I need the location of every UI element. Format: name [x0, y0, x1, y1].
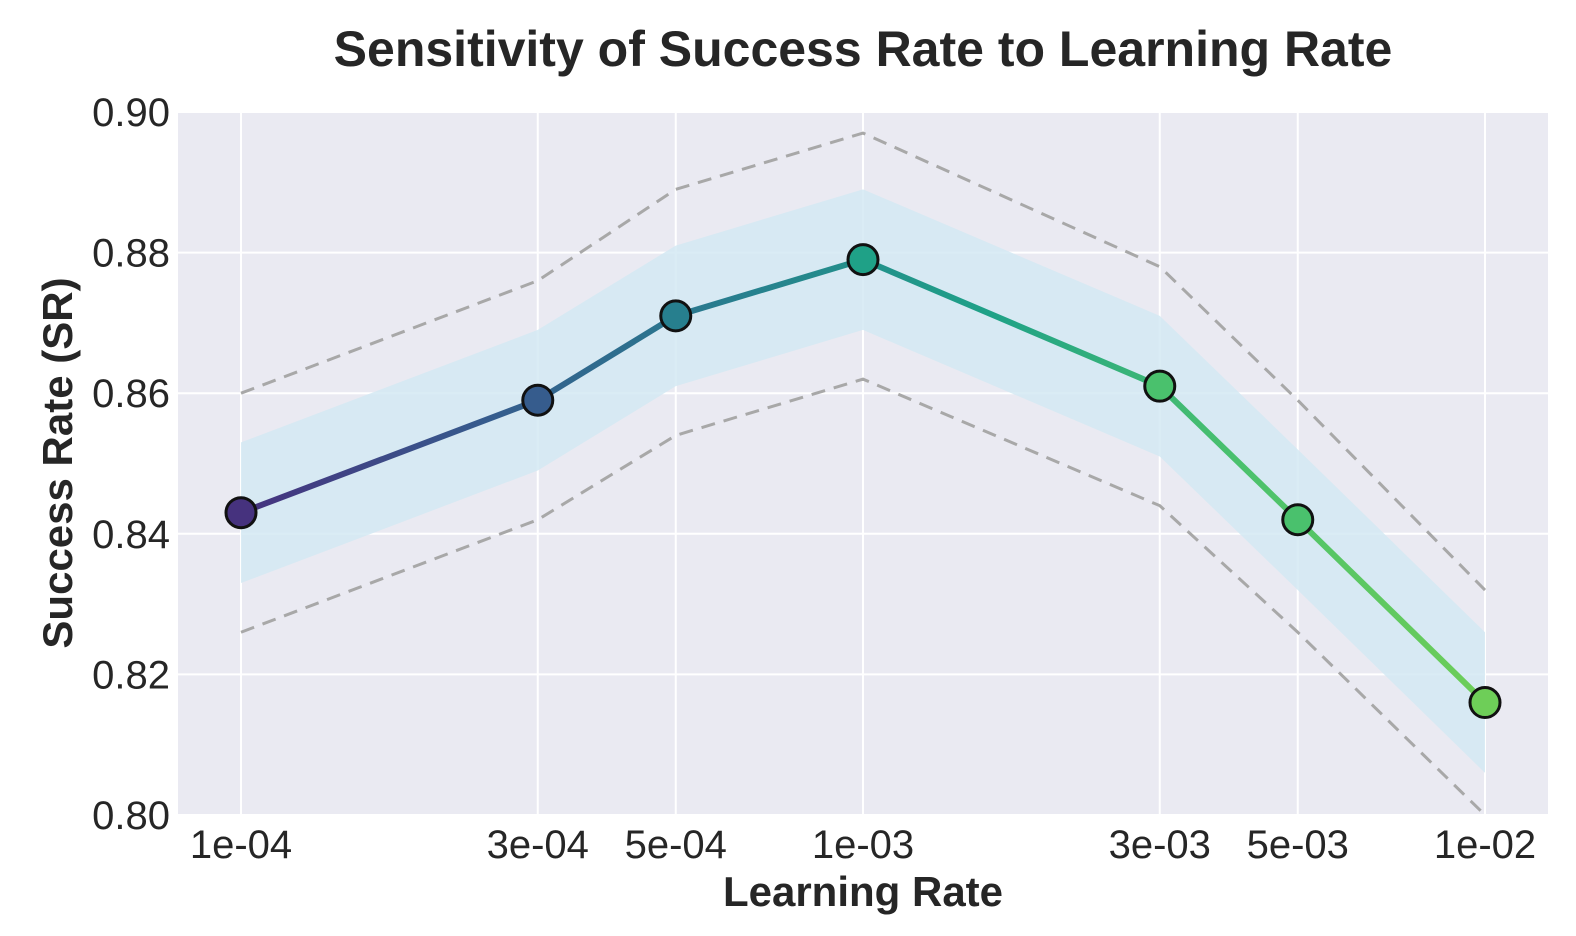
confidence-band — [241, 189, 1485, 773]
y-tick-label-1: 0.82 — [92, 653, 170, 697]
data-point-4 — [1143, 369, 1177, 403]
x-tick-label-1: 3e-04 — [487, 823, 589, 867]
x-tick-label-5: 5e-03 — [1247, 823, 1349, 867]
x-tick-label-2: 5e-04 — [625, 823, 727, 867]
x-tick-label-4: 3e-03 — [1109, 823, 1211, 867]
upper-bound-line — [240, 131, 1487, 592]
x-axis-label: Learning Rate — [723, 868, 1003, 915]
x-tick-label-3: 1e-03 — [812, 823, 914, 867]
y-tick-label-5: 0.90 — [92, 91, 170, 135]
data-point-5 — [1281, 503, 1315, 537]
lower-bound-line — [240, 377, 1487, 817]
y-axis-label: Success Rate (SR) — [34, 277, 81, 648]
data-point-1 — [521, 383, 555, 417]
data-points — [224, 243, 1502, 720]
x-tick-label-0: 1e-04 — [190, 823, 292, 867]
data-point-3 — [846, 243, 880, 277]
y-tick-label-2: 0.84 — [92, 513, 170, 557]
chart-title: Sensitivity of Success Rate to Learning … — [334, 21, 1393, 77]
y-tick-label-0: 0.80 — [92, 794, 170, 838]
data-point-2 — [659, 299, 693, 333]
x-tick-label-6: 1e-02 — [1434, 823, 1536, 867]
y-tick-label-3: 0.86 — [92, 372, 170, 416]
y-tick-label-4: 0.88 — [92, 232, 170, 276]
data-point-6 — [1468, 686, 1502, 720]
x-tick-labels: 1e-04 3e-04 5e-04 1e-03 3e-03 5e-03 1e-02 — [190, 823, 1536, 867]
data-point-0 — [224, 496, 258, 530]
y-tick-labels: 0.80 0.82 0.84 0.86 0.88 0.90 — [92, 91, 170, 838]
